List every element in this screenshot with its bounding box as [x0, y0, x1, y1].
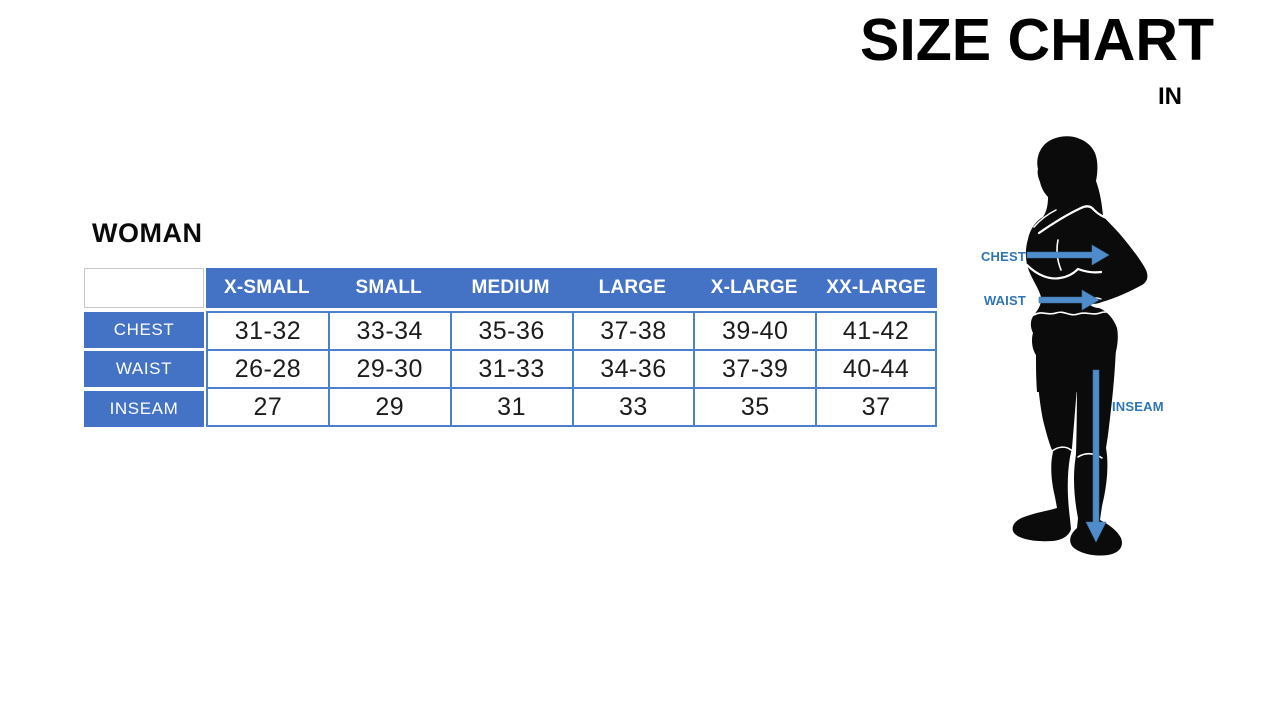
table-header-row: X-SMALL SMALL MEDIUM LARGE X-LARGE XX-LARGE [206, 268, 937, 308]
column-header-medium: MEDIUM [471, 277, 550, 298]
silhouette-back-leg [1012, 335, 1079, 542]
cell-chest-small: 33-34 [327, 313, 450, 351]
bra-outline [1025, 205, 1114, 280]
row-label-chest: CHEST [84, 311, 204, 348]
cell-chest-x-small: 31-32 [206, 313, 328, 351]
chest-measure-label: CHEST [980, 249, 1026, 264]
row-label-inseam: INSEAM [84, 390, 204, 427]
cell-waist-xx-large: 40-44 [815, 351, 937, 389]
column-header-large: LARGE [598, 277, 667, 298]
row-label-column: CHEST WAIST INSEAM [84, 268, 204, 427]
waist-measure-label: WAIST [983, 293, 1026, 308]
cell-waist-x-small: 26-28 [206, 351, 328, 389]
cell-waist-medium: 31-33 [449, 351, 572, 389]
table-row-waist: 26-28 29-30 31-33 34-36 37-39 40-44 [206, 351, 937, 389]
silhouette-upper-body [1025, 136, 1148, 392]
cell-waist-x-large: 37-39 [693, 351, 816, 389]
cell-chest-xx-large: 41-42 [815, 313, 937, 351]
row-label-waist: WAIST [84, 351, 204, 387]
cell-inseam-large: 33 [571, 389, 694, 427]
cell-inseam-small: 29 [327, 389, 450, 427]
table-data-rows: 31-32 33-34 35-36 37-38 39-40 41-42 26-28 29-30… [206, 311, 937, 427]
page-title: SIZE CHART [860, 7, 1214, 73]
table-data-area: X-SMALL SMALL MEDIUM LARGE X-LARGE XX-LARGE 3… [206, 268, 937, 427]
size-table: CHEST WAIST INSEAM X-SMALL SMALL MEDIUM LARGE… [84, 268, 937, 427]
unit-label: IN [1158, 83, 1182, 110]
cell-chest-large: 37-38 [571, 313, 694, 351]
cell-waist-large: 34-36 [571, 351, 694, 389]
knee-crease-lines [1051, 446, 1103, 459]
inseam-measure-label: INSEAM [1112, 399, 1164, 414]
measurement-figure [990, 130, 1190, 570]
column-header-x-small: X-SMALL [223, 277, 310, 298]
column-header-x-large: X-LARGE [710, 277, 798, 298]
section-title-woman: WOMAN [92, 218, 203, 248]
cell-chest-x-large: 39-40 [693, 313, 816, 351]
table-row-chest: 31-32 33-34 35-36 37-38 39-40 41-42 [206, 313, 937, 351]
cell-waist-small: 29-30 [327, 351, 450, 389]
table-corner-cell [84, 268, 204, 308]
woman-silhouette [1012, 136, 1148, 556]
cell-inseam-medium: 31 [449, 389, 572, 427]
chest-arrow [1026, 244, 1110, 266]
column-header-small: SMALL [355, 277, 422, 298]
column-header-xx-large: XX-LARGE [826, 277, 926, 298]
table-row-inseam: 27 29 31 33 35 37 [206, 389, 937, 427]
cell-inseam-x-large: 35 [693, 389, 816, 427]
cell-chest-medium: 35-36 [449, 313, 572, 351]
cell-inseam-xx-large: 37 [815, 389, 937, 427]
waist-arrow [1038, 289, 1100, 311]
cell-inseam-x-small: 27 [206, 389, 328, 427]
inseam-arrow [1085, 369, 1107, 543]
